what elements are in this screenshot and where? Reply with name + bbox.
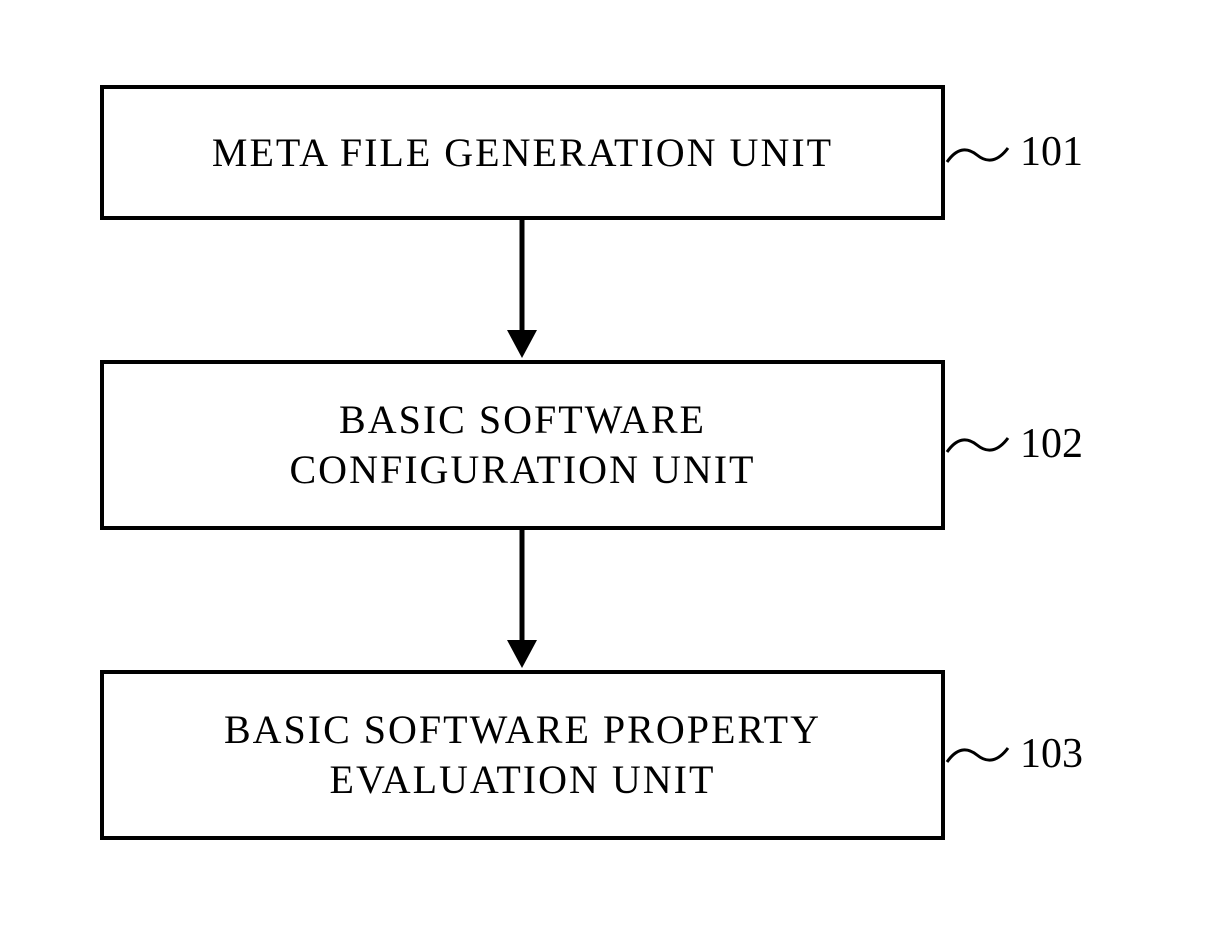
tilde-connector-icon: [945, 430, 1010, 460]
node-label-line1: BASIC SOFTWARE: [339, 397, 706, 442]
node-label: BASIC SOFTWARE CONFIGURATION UNIT: [290, 395, 756, 495]
node-label-text: META FILE GENERATION UNIT: [212, 130, 833, 175]
ref-text: 102: [1020, 421, 1083, 467]
node-meta-file-generation: META FILE GENERATION UNIT: [100, 85, 945, 220]
flowchart-diagram: META FILE GENERATION UNIT 101 BASIC SOFT…: [0, 0, 1213, 935]
arrow-down-icon: [502, 220, 542, 360]
ref-text: 103: [1020, 731, 1083, 777]
node-label-line2: CONFIGURATION UNIT: [290, 447, 756, 492]
ref-label-102: 102: [1020, 420, 1083, 468]
tilde-connector-icon: [945, 740, 1010, 770]
node-basic-software-property-evaluation: BASIC SOFTWARE PROPERTY EVALUATION UNIT: [100, 670, 945, 840]
node-basic-software-configuration: BASIC SOFTWARE CONFIGURATION UNIT: [100, 360, 945, 530]
node-label-line2: EVALUATION UNIT: [330, 757, 716, 802]
ref-label-103: 103: [1020, 730, 1083, 778]
ref-label-101: 101: [1020, 128, 1083, 176]
node-label-line1: BASIC SOFTWARE PROPERTY: [224, 707, 821, 752]
node-label: META FILE GENERATION UNIT: [212, 128, 833, 178]
ref-text: 101: [1020, 129, 1083, 175]
arrow-down-icon: [502, 530, 542, 670]
node-label: BASIC SOFTWARE PROPERTY EVALUATION UNIT: [224, 705, 821, 805]
tilde-connector-icon: [945, 140, 1010, 170]
